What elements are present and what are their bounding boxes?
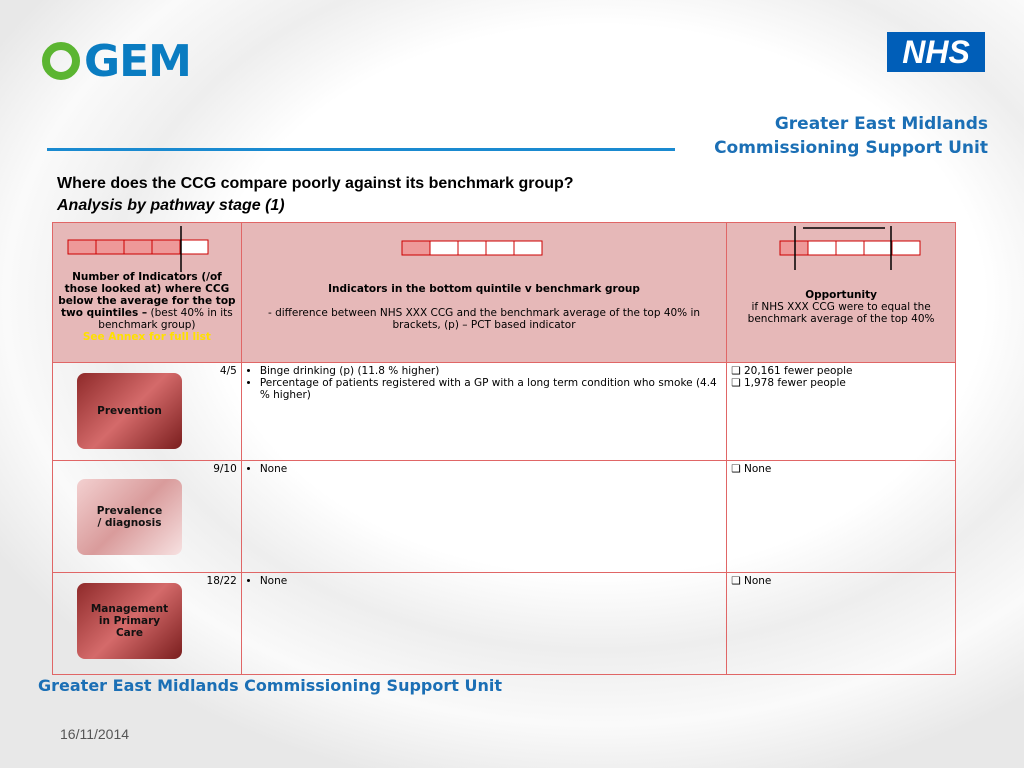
opportunity: None: [731, 463, 951, 475]
logo-text: GEM: [84, 36, 192, 87]
indicator-list: None: [246, 463, 722, 475]
org-line: Greater East Midlands: [774, 114, 988, 134]
opportunity-cell: 20,161 fewer people1,978 fewer people: [726, 362, 956, 461]
opportunity-list: 20,161 fewer people1,978 fewer people: [731, 365, 951, 389]
opportunity: 20,161 fewer people: [731, 365, 951, 377]
nhs-logo: NHS: [887, 32, 985, 72]
score-cell: 9/10 Prevalence / diagnosis: [52, 460, 242, 573]
header-note: See Annex for full list: [82, 330, 211, 343]
header-bold: Opportunity: [805, 288, 877, 301]
score-cell: 18/22 Management in Primary Care: [52, 572, 242, 675]
header-row: Number of Indicators (/of those looked a…: [52, 222, 956, 363]
header-cell: Number of Indicators (/of those looked a…: [52, 222, 242, 363]
header-text: (best 40% in its benchmark group): [98, 306, 233, 331]
opportunity-cell: None: [726, 572, 956, 675]
header-bold: Number of Indicators (/of those looked a…: [58, 270, 236, 319]
score: 9/10: [213, 463, 237, 475]
rule: [47, 148, 675, 151]
row: 9/10 Prevalence / diagnosis None None: [52, 460, 956, 573]
org-name: Greater East Midlands Commissioning Suppo…: [714, 112, 988, 160]
indicator-list: None: [246, 575, 722, 587]
score: 18/22: [206, 575, 237, 587]
indicator-list: Binge drinking (p) (11.8 % higher)Percen…: [246, 365, 722, 401]
score-cell: 4/5 Prevention: [52, 362, 242, 461]
indicators-cell: None: [240, 572, 728, 675]
header-text: - difference between NHS XXX CCG and the…: [267, 306, 701, 331]
opportunity-list: None: [731, 463, 951, 475]
date: 16/11/2014: [60, 726, 130, 742]
logo: GEM: [42, 36, 192, 87]
opportunity-list: None: [731, 575, 951, 587]
header-cell: Opportunity if NHS XXX CCG were to equal …: [726, 222, 956, 363]
header-text: if NHS XXX CCG were to equal the benchma…: [747, 300, 935, 325]
indicators-cell: None: [240, 460, 728, 573]
opportunity-cell: None: [726, 460, 956, 573]
opportunity: None: [731, 575, 951, 587]
indicator: None: [260, 575, 722, 587]
row: 18/22 Management in Primary Care None None: [52, 572, 956, 675]
footer-org: Greater East Midlands Commissioning Supp…: [38, 676, 502, 695]
org-line: Commissioning Support Unit: [714, 138, 988, 158]
score: 4/5: [219, 365, 237, 377]
subtitle: Analysis by pathway stage (1): [57, 197, 285, 214]
header-bold: Indicators in the bottom quintile v benc…: [328, 282, 640, 295]
row: 4/5 Prevention Binge drinking (p) (11.8 % …: [52, 362, 956, 461]
stage-image: Prevention: [77, 373, 182, 449]
indicator: Percentage of patients registered with a…: [260, 377, 722, 401]
table: Number of Indicators (/of those looked a…: [52, 222, 956, 675]
header-cell: Indicators in the bottom quintile v benc…: [240, 222, 728, 363]
indicators-cell: Binge drinking (p) (11.8 % higher)Percen…: [240, 362, 728, 461]
stage-image: Prevalence / diagnosis: [77, 479, 182, 555]
stage-image: Management in Primary Care: [77, 583, 182, 659]
opportunity: 1,978 fewer people: [731, 377, 951, 389]
indicator: Binge drinking (p) (11.8 % higher): [260, 365, 722, 377]
indicator: None: [260, 463, 722, 475]
title: Where does the CCG compare poorly agains…: [57, 175, 574, 192]
